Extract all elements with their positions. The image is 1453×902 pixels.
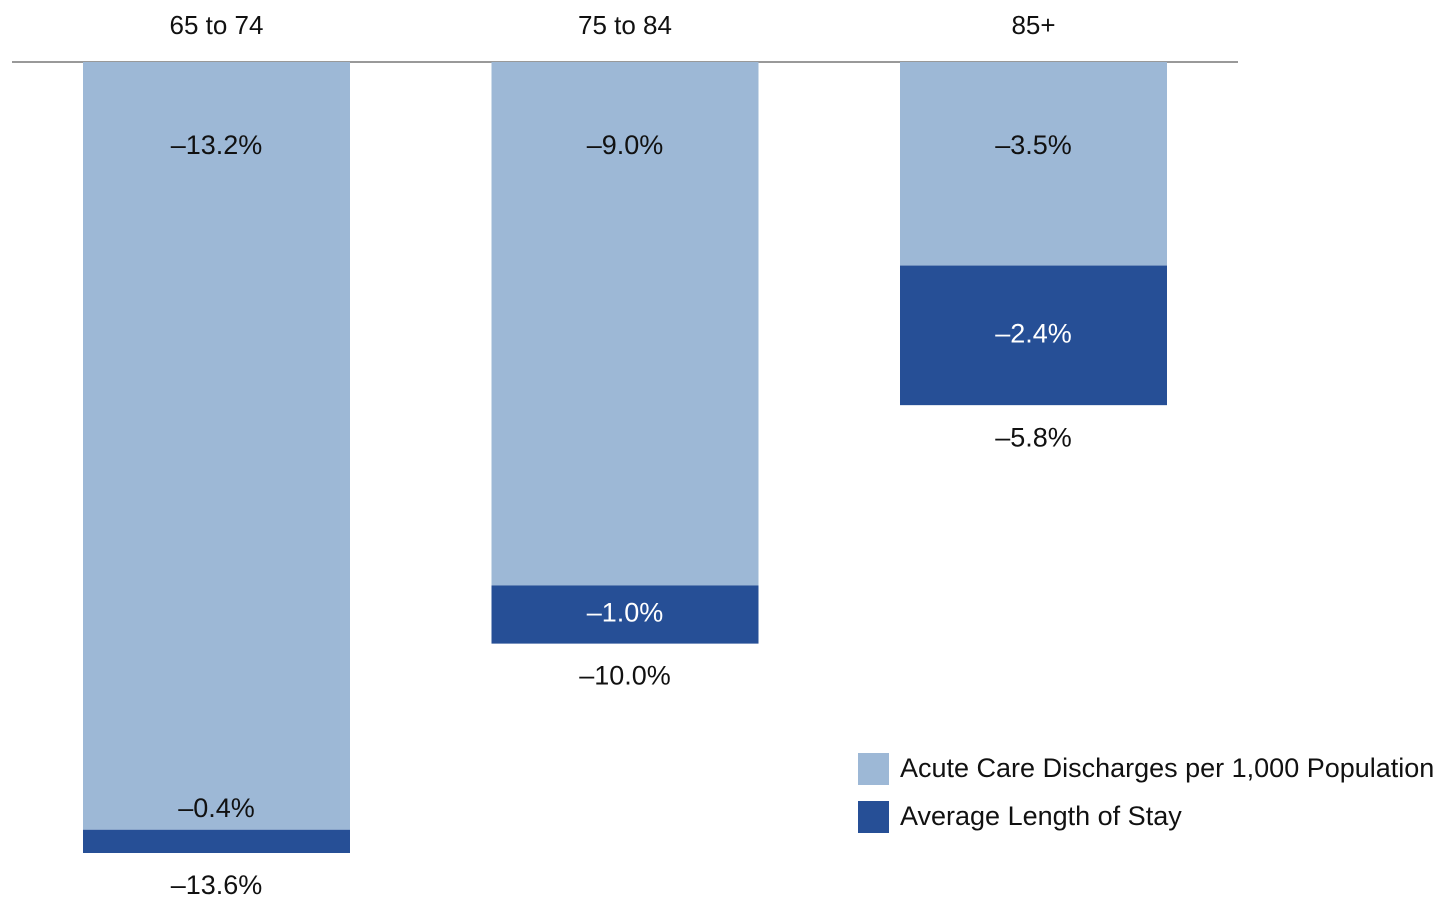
legend-swatch [858,801,889,833]
legend-swatch [858,753,889,785]
bar-segment [491,585,759,644]
legend-label: Average Length of Stay [900,801,1182,831]
value-label: –1.0% [587,598,664,628]
bar-segment [83,62,350,830]
bar-segment [900,62,1167,266]
bar-segment [491,62,759,586]
bar-segment [900,265,1167,406]
total-label: –5.8% [995,422,1072,452]
category-label: 75 to 84 [578,10,672,40]
bar-segment [83,829,350,853]
value-label: –0.4% [178,793,255,823]
value-label: –9.0% [587,130,664,160]
value-label: –13.2% [171,130,263,160]
total-label: –10.0% [579,661,671,691]
value-label: –2.4% [995,318,1072,348]
value-label: –3.5% [995,130,1072,160]
legend-label: Acute Care Discharges per 1,000 Populati… [900,753,1434,783]
category-label: 65 to 74 [170,10,264,40]
total-label: –13.6% [171,870,263,900]
category-label: 85+ [1011,10,1055,40]
